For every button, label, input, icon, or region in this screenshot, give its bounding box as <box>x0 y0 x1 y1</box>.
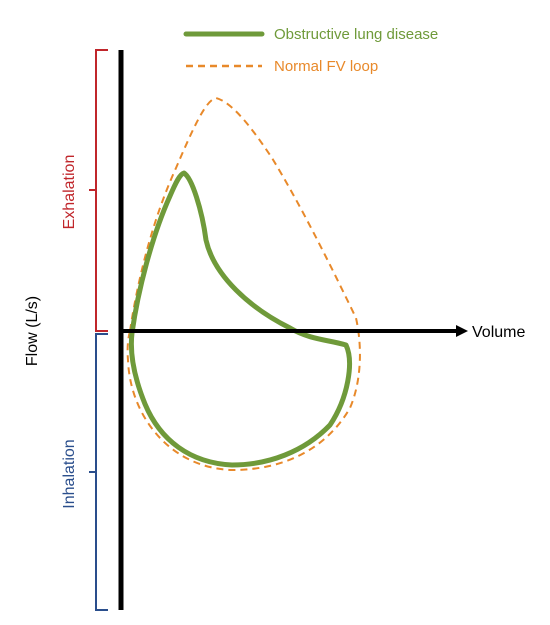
obstructive-loop <box>128 170 352 468</box>
legend-label-normal: Normal FV loop <box>274 58 378 75</box>
inhalation-bracket <box>89 333 108 611</box>
exhalation-label: Exhalation <box>61 155 78 230</box>
x-axis-label: Volume <box>472 324 525 341</box>
legend-label-obstructive: Obstructive lung disease <box>274 26 438 43</box>
volume-axis-arrowhead <box>456 325 468 337</box>
inhalation-label: Inhalation <box>61 439 78 508</box>
y-axis-label: Flow (L/s) <box>24 296 41 366</box>
legend: Obstructive lung disease Normal FV loop <box>183 26 438 75</box>
normal-fv-loop <box>126 96 361 472</box>
exhalation-bracket <box>89 49 108 332</box>
